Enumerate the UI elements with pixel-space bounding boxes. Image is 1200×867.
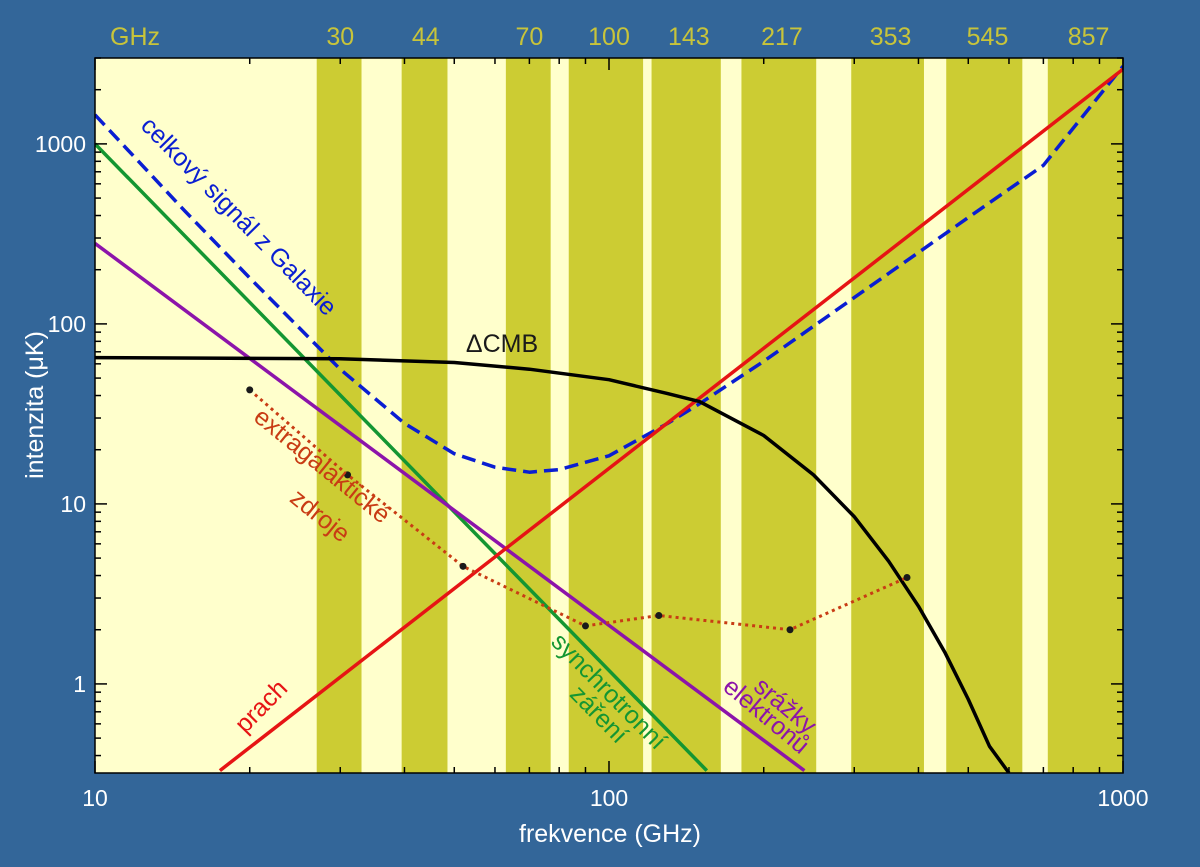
band-70 [505, 58, 551, 773]
series-synchrotronn-z-en [95, 142, 709, 772]
band-label-143: 143 [668, 23, 710, 51]
axis-ticks: 10 100 1000 1 10 100 1000 [35, 57, 1149, 811]
annotation-cmb: ΔCMB [466, 330, 538, 358]
band-857 [1047, 58, 1123, 773]
band-353 [851, 58, 924, 773]
y-tick-label-100: 100 [48, 311, 86, 337]
series-lines [95, 65, 1123, 773]
series-cmb [95, 355, 1011, 773]
x-tick-label-1000: 1000 [1097, 785, 1148, 811]
band-143 [651, 58, 721, 773]
series-celkov-sign-l-z-galaxie [95, 65, 1123, 474]
band-545 [946, 58, 1023, 773]
series-sr-ky-elektron [95, 241, 806, 773]
band-44 [401, 58, 448, 773]
x-tick-label-100: 100 [590, 785, 628, 811]
point-extragalaktick-zdroje-4 [655, 611, 663, 619]
series-prach [218, 67, 1123, 772]
point-extragalaktick-zdroje-1 [344, 471, 352, 479]
band-label-353: 353 [870, 23, 912, 51]
band-labels: GHz 30 44 70 100 143 217 353 545 857 [110, 23, 1109, 51]
point-extragalaktick-zdroje-5 [786, 626, 794, 634]
band-label-545: 545 [967, 23, 1009, 51]
point-extragalaktick-zdroje-6 [903, 574, 911, 582]
point-extragalaktick-zdroje-2 [459, 562, 467, 570]
band-unit-label: GHz [110, 23, 160, 51]
band-label-30: 30 [326, 23, 354, 51]
y-tick-label-1: 1 [73, 671, 86, 697]
band-217 [741, 58, 817, 773]
band-100 [568, 58, 644, 773]
band-label-44: 44 [412, 23, 440, 51]
band-label-217: 217 [761, 23, 803, 51]
y-tick-label-1000: 1000 [35, 131, 86, 157]
band-label-857: 857 [1068, 23, 1110, 51]
point-extragalaktick-zdroje-0 [246, 386, 254, 394]
y-axis-title: intenzita (μK) [21, 331, 49, 479]
plot-area [94, 57, 1124, 774]
y-tick-label-10: 10 [60, 491, 86, 517]
point-extragalaktick-zdroje-3 [581, 622, 589, 630]
band-label-70: 70 [515, 23, 543, 51]
x-axis-title: frekvence (GHz) [519, 820, 701, 848]
band-label-100: 100 [588, 23, 630, 51]
x-tick-label-10: 10 [82, 785, 108, 811]
